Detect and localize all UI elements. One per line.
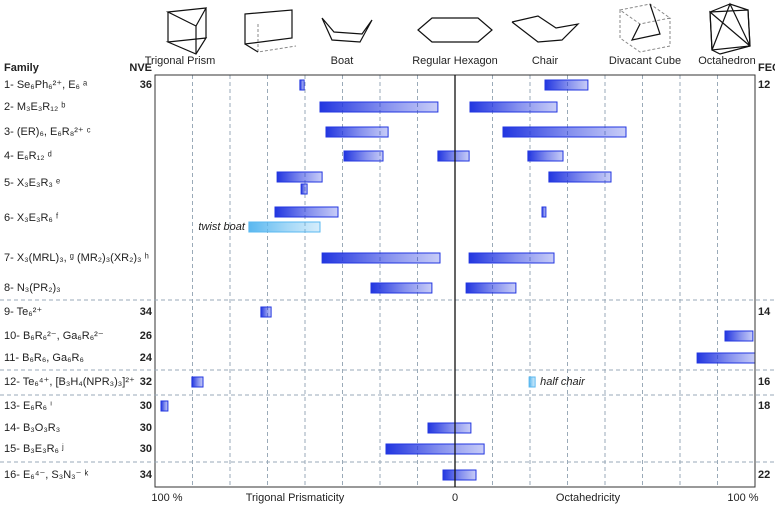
x-tick-label: 100 % bbox=[151, 492, 182, 504]
range-bar bbox=[370, 282, 433, 294]
range-bar bbox=[160, 400, 169, 412]
icon-octahedron bbox=[709, 2, 751, 55]
range-bar bbox=[248, 221, 321, 233]
nve-value: 36 bbox=[140, 79, 152, 91]
fec-value: 12 bbox=[758, 79, 770, 91]
range-bar bbox=[276, 171, 323, 183]
range-bar bbox=[528, 376, 536, 388]
plot-area: twist boat half chair bbox=[160, 75, 756, 487]
range-bar bbox=[427, 422, 472, 434]
fec-value: 22 bbox=[758, 469, 770, 481]
family-label: 3- (ER)₆, E₆R₈²⁺ ᶜ bbox=[4, 126, 91, 138]
range-bar bbox=[437, 150, 470, 162]
family-label: 2- M₃E₃R₁₂ ᵇ bbox=[4, 101, 65, 113]
bar-annotation: twist boat bbox=[198, 221, 245, 233]
nve-value: 32 bbox=[140, 376, 152, 388]
range-bar bbox=[548, 171, 612, 183]
family-label: 16- E₆⁴⁻, S₃N₃⁻ ᵏ bbox=[4, 469, 88, 481]
range-bar bbox=[502, 126, 627, 138]
family-label: 9- Te₆²⁺ bbox=[4, 306, 42, 318]
range-bar bbox=[300, 183, 308, 195]
range-bar bbox=[465, 282, 517, 294]
x-label-left: Trigonal Prismaticity bbox=[246, 492, 345, 504]
family-label: 15- B₃E₃R₆ ʲ bbox=[4, 443, 64, 455]
range-bar bbox=[696, 352, 756, 364]
range-bar bbox=[468, 252, 555, 264]
fec-value: 18 bbox=[758, 400, 770, 412]
range-bar bbox=[191, 376, 204, 388]
icon-boat bbox=[321, 17, 373, 43]
x-label-right: Octahedricity bbox=[556, 492, 621, 504]
icon-chair bbox=[511, 15, 580, 43]
range-bar bbox=[724, 330, 754, 342]
range-bar bbox=[527, 150, 564, 162]
nve-value: 30 bbox=[140, 422, 152, 434]
family-label: 1- Se₆Ph₆²⁺, E₆ ᵃ bbox=[4, 79, 88, 91]
shape-label: Regular Hexagon bbox=[412, 55, 498, 67]
icon-chair-like bbox=[244, 9, 297, 53]
shape-label: Boat bbox=[331, 55, 354, 67]
range-bar bbox=[385, 443, 485, 455]
family-label: 4- E₆R₁₂ ᵈ bbox=[4, 150, 52, 162]
icon-trigonal-prism bbox=[165, 7, 208, 55]
range-bar bbox=[321, 252, 441, 264]
range-bar bbox=[469, 101, 558, 113]
range-bar bbox=[544, 79, 589, 91]
family-label: 5- X₃E₃R₃ ᵉ bbox=[4, 177, 60, 189]
range-bar bbox=[343, 150, 384, 162]
nve-value: 24 bbox=[140, 352, 153, 364]
range-bar bbox=[299, 79, 305, 91]
fec-header: FEC bbox=[758, 62, 775, 74]
range-bar bbox=[442, 469, 477, 481]
family-label: 11- B₆R₆, Ga₆R₆ bbox=[4, 352, 84, 364]
nve-header: NVE bbox=[129, 62, 152, 74]
range-bar bbox=[325, 126, 389, 138]
x-tick-label: 100 % bbox=[727, 492, 758, 504]
family-label: 12- Te₆⁴⁺, [B₃H₄(NPR₃)₃]²⁺ bbox=[4, 376, 135, 388]
range-bar bbox=[274, 206, 339, 218]
range-bar bbox=[319, 101, 439, 113]
family-label: 6- X₃E₃R₆ ᶠ bbox=[4, 212, 59, 224]
nve-value: 30 bbox=[140, 443, 152, 455]
nve-value: 34 bbox=[140, 306, 153, 318]
family-label: 14- B₃O₃R₃ bbox=[4, 422, 60, 434]
icon-hexagon bbox=[417, 17, 493, 43]
shape-label: Divacant Cube bbox=[609, 55, 681, 67]
family-label: 13- E₆R₆ ⁱ bbox=[4, 400, 52, 412]
fec-value: 14 bbox=[758, 306, 771, 318]
fec-value: 16 bbox=[758, 376, 770, 388]
bar-annotation: half chair bbox=[540, 376, 586, 388]
family-label: 10- B₆R₆²⁻, Ga₆R₆²⁻ bbox=[4, 330, 104, 342]
nve-value: 34 bbox=[140, 469, 153, 481]
family-label: 7- X₃(MRL)₃, ᵍ (MR₂)₃(XR₂)₃ ʰ bbox=[4, 252, 149, 264]
range-bar bbox=[260, 306, 272, 318]
shape-label: Chair bbox=[532, 55, 559, 67]
family-header: Family bbox=[4, 62, 40, 74]
nve-value: 26 bbox=[140, 330, 152, 342]
shape-label: Trigonal Prism bbox=[145, 55, 216, 67]
range-bar bbox=[541, 206, 547, 218]
x-tick-label: 0 bbox=[452, 492, 458, 504]
shape-icons bbox=[165, 2, 751, 55]
shape-label: Octahedron bbox=[698, 55, 755, 67]
icon-divacant-cube bbox=[619, 3, 672, 53]
family-label: 8- N₃(PR₂)₃ bbox=[4, 282, 61, 294]
nve-value: 30 bbox=[140, 400, 152, 412]
